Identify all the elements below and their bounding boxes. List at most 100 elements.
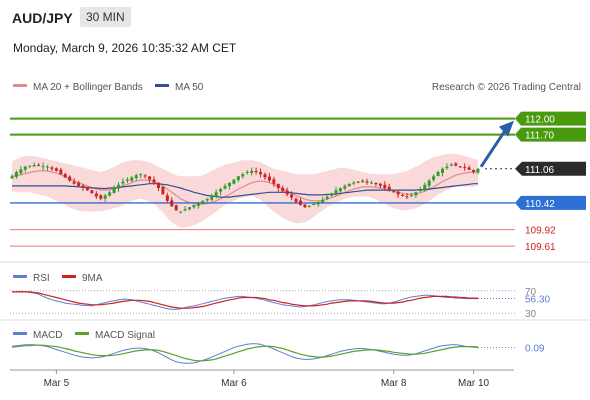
candle	[37, 163, 41, 167]
candle	[454, 162, 458, 167]
candle-body	[77, 182, 81, 186]
candle	[50, 165, 54, 171]
credit-text: Research © 2026 Trading Central	[432, 82, 581, 93]
macd-legend: MACD MACD Signal	[13, 330, 155, 341]
candle-body	[188, 207, 192, 210]
candle-body	[214, 192, 218, 197]
candle-body	[85, 187, 89, 191]
candle	[14, 170, 18, 179]
candle-body	[121, 181, 125, 184]
candle	[476, 167, 480, 175]
level-label-4: 109.92	[525, 226, 556, 237]
candle	[63, 172, 67, 178]
candle	[440, 167, 444, 177]
candle-body	[112, 188, 116, 193]
candle	[321, 196, 325, 204]
candle-body	[454, 163, 458, 166]
candle	[392, 190, 396, 193]
candle-body	[303, 204, 307, 208]
candle	[99, 194, 103, 201]
candle-body	[276, 183, 280, 188]
candle-body	[356, 181, 360, 183]
candle-body	[174, 205, 178, 211]
candle	[192, 204, 196, 209]
level-label-1: 111.70	[525, 131, 555, 142]
candle-body	[436, 172, 440, 176]
candle	[232, 179, 236, 185]
candle-body	[81, 185, 85, 188]
candle-body	[183, 209, 187, 211]
candle	[414, 191, 418, 198]
candle	[254, 167, 258, 175]
ma50-legend-label: MA 50	[175, 82, 204, 93]
candle-body	[19, 169, 23, 174]
level-tag-1	[515, 127, 586, 142]
candle-body	[321, 199, 325, 203]
time-axis: Mar 5 Mar 6 Mar 8 Mar 10	[10, 369, 514, 389]
macd-signal-line	[11, 344, 479, 362]
candle-body	[334, 190, 338, 194]
candle	[281, 185, 285, 193]
candle	[152, 176, 156, 185]
candle	[32, 162, 36, 167]
rsi-level-label-0: 70	[525, 287, 537, 298]
candle	[467, 165, 471, 171]
ma50-line	[12, 183, 478, 198]
rsi-current-value: 56.30	[525, 294, 550, 305]
candle-body	[210, 195, 214, 200]
candle	[356, 181, 360, 184]
candle	[263, 172, 267, 180]
candle	[449, 162, 453, 167]
candle	[46, 165, 50, 171]
candle	[396, 189, 400, 199]
candle	[170, 197, 174, 207]
macd-current-value: 0.09	[525, 344, 545, 355]
candle-body	[117, 184, 121, 189]
timeframe-badge[interactable]: 30 MIN	[80, 7, 131, 27]
instrument-title: AUD/JPY	[12, 10, 73, 26]
candle	[196, 201, 200, 209]
candle-body	[449, 164, 453, 166]
candle	[338, 187, 342, 194]
candle-body	[139, 174, 143, 176]
candle-body	[46, 166, 50, 168]
candle	[54, 167, 58, 172]
candle-body	[245, 172, 249, 174]
candle-body	[267, 176, 271, 181]
candle	[250, 167, 254, 176]
candle	[156, 182, 160, 191]
candle	[94, 191, 98, 199]
macd-panel: 0.09	[11, 343, 545, 364]
candle-body	[272, 179, 276, 184]
candle	[85, 187, 89, 191]
rsi-legend-swatch	[13, 275, 27, 278]
level-label-5: 109.61	[525, 242, 556, 253]
candle-body	[259, 172, 263, 175]
candle	[427, 179, 431, 189]
candle-body	[143, 175, 147, 177]
candle	[179, 211, 183, 214]
candle-body	[68, 176, 72, 181]
candle-body	[338, 188, 342, 192]
candle	[28, 165, 32, 169]
candle	[148, 176, 152, 184]
candle	[463, 163, 467, 171]
candle	[130, 176, 134, 183]
candle	[405, 192, 409, 199]
candle	[103, 193, 107, 202]
candle	[23, 165, 27, 173]
candle-body	[236, 176, 240, 180]
candle	[436, 170, 440, 177]
rsi-legend: RSI 9MA	[13, 273, 103, 284]
candle	[334, 186, 338, 196]
candle-body	[156, 182, 160, 188]
candle-body	[347, 183, 351, 187]
candle-body	[463, 167, 467, 169]
candle	[125, 177, 129, 184]
level-tag-0	[515, 111, 586, 126]
candle-body	[401, 194, 405, 196]
candle-body	[285, 190, 289, 195]
candle-body	[41, 166, 45, 168]
forecast-arrow-head	[499, 120, 514, 137]
candle-body	[281, 187, 285, 192]
